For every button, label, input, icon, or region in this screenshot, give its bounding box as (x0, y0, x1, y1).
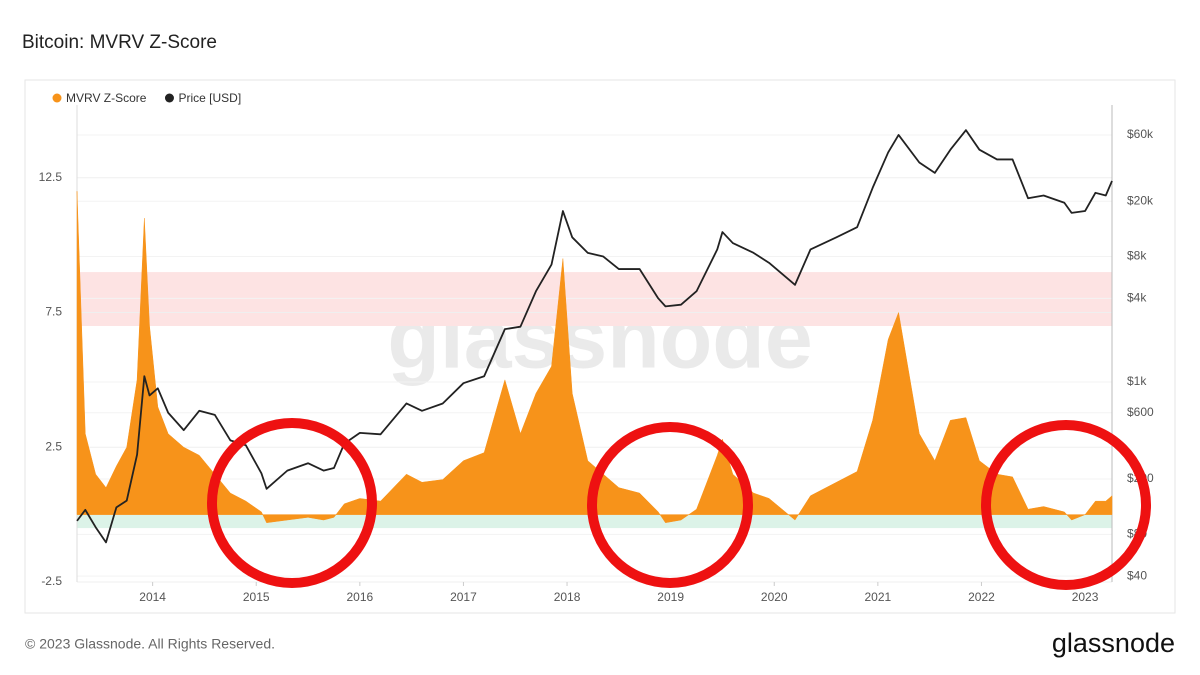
x-tick-label: 2021 (865, 590, 892, 604)
x-tick-label: 2022 (968, 590, 995, 604)
x-tick-label: 2020 (761, 590, 788, 604)
legend-label: MVRV Z-Score (66, 91, 147, 105)
circle (587, 422, 753, 588)
y-tick-label: 12.5 (39, 170, 63, 184)
chart-title: Bitcoin: MVRV Z-Score (22, 32, 217, 53)
x-tick-label: 2015 (243, 590, 270, 604)
legend-marker (164, 93, 174, 103)
y2-tick-label: $1k (1127, 374, 1147, 388)
circle (207, 418, 377, 588)
legend-label: Price [USD] (178, 91, 241, 105)
band (77, 272, 1112, 326)
y-tick-label: 2.5 (45, 439, 62, 453)
chart-frame (24, 79, 1176, 614)
y-tick-label: 7.5 (45, 305, 62, 319)
x-tick-label: 2019 (657, 590, 684, 604)
legend-marker (52, 93, 62, 103)
y2-tick-label: $8k (1127, 249, 1147, 263)
copyright: © 2023 Glassnode. All Rights Reserved. (25, 636, 275, 652)
x-tick-label: 2016 (346, 590, 373, 604)
highlight-circles (207, 418, 1151, 590)
y2-tick-label: $20k (1127, 193, 1154, 207)
area (76, 191, 1113, 523)
circle (981, 420, 1151, 590)
x-tick-label: 2023 (1072, 590, 1099, 604)
y2-tick-label: $60k (1127, 127, 1154, 141)
x-tick-label: 2014 (139, 590, 166, 604)
line (76, 129, 1113, 544)
y2-tick-label: $600 (1127, 405, 1154, 419)
x-tick-label: 2018 (554, 590, 581, 604)
y-tick-label: -2.5 (41, 574, 62, 588)
logo: glassnode (1052, 628, 1175, 658)
y2-tick-label: $4k (1127, 291, 1147, 305)
x-tick-label: 2017 (450, 590, 477, 604)
y2-tick-label: $40 (1127, 568, 1147, 582)
